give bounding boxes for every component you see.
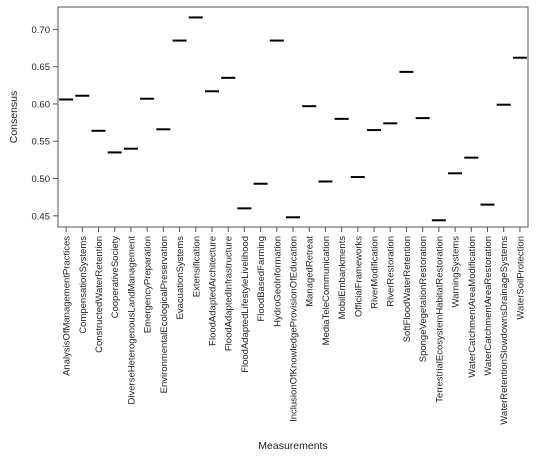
x-tick-label: CompensationSystems (78, 236, 89, 334)
x-tick-label: AnalysisOfManagementPractices (62, 236, 73, 376)
x-tick-label: Extensification (191, 236, 202, 297)
x-axis-title: Measurements (258, 440, 327, 452)
x-tick-label: SpongeVegetationRestoration (418, 236, 429, 362)
y-tick-label: 0.55 (32, 137, 51, 148)
y-tick-label: 0.65 (32, 62, 51, 73)
x-tick-label: EmergencyPreparation (143, 236, 154, 333)
x-tick-label: ConstructedWaterRetention (94, 236, 105, 353)
x-tick-label: ManagedRetreat (305, 236, 316, 307)
x-tick-label: InclusionOfKnowledgeProvisionOfEducation (289, 236, 300, 422)
x-tick-label: WaterCatchmentAreaRestoration (483, 236, 494, 376)
y-tick-label: 0.70 (32, 25, 51, 36)
x-tick-label: MobilEmbankments (337, 236, 348, 320)
y-axis-title: Consensus (8, 91, 20, 144)
x-tick-label: RiverModification (370, 236, 381, 309)
x-tick-label: TerrestrialEcosystemHabitatRestoration (434, 236, 445, 403)
y-tick-label: 0.50 (32, 174, 51, 185)
x-tick-label: WaterCatchmentAreaModification (467, 236, 478, 378)
x-tick-label: RiverRestoration (386, 236, 397, 307)
x-tick-label: WarningSystems (451, 236, 462, 308)
plot-border (57, 6, 529, 228)
x-tick-label: MediaTeleCommunication (321, 236, 332, 345)
x-tick-label: FloodAdaptedInfrastructure (224, 236, 235, 351)
plot-frame (57, 6, 529, 228)
x-tick-label: CooperativeSociety (110, 236, 121, 319)
y-tick-label: 0.60 (32, 99, 51, 110)
x-axis: AnalysisOfManagementPractices Compensatio… (62, 227, 526, 425)
x-tick-label: OfficialFrameworks (353, 236, 364, 317)
y-tick-label: 0.45 (32, 211, 51, 222)
x-tick-label: EnvironmentalEcologicalPreservation (159, 236, 170, 393)
data-marks (59, 16, 527, 222)
y-axis: 0.45 0.50 0.55 0.60 0.65 0.70 (32, 25, 58, 222)
x-tick-label: DiverseHeterogenousLandManagement (126, 236, 137, 405)
x-tick-label: FloodAdaptedArchitecture (207, 236, 218, 346)
x-tick-label: FloodAdaptedLifestyleLivelihood (240, 236, 251, 373)
x-tick-label: EvacuationSystems (175, 236, 186, 320)
x-tick-label: WaterRetentionSlowdownsDrainageSystems (499, 236, 510, 425)
x-tick-label: WaterSoilProtection (515, 236, 526, 320)
x-tick-label: FloodBasedFarming (256, 236, 267, 322)
x-tick-label: HydroGeoInformation (272, 236, 283, 327)
x-tick-label: SoftFloodWaterRetention (402, 236, 413, 342)
